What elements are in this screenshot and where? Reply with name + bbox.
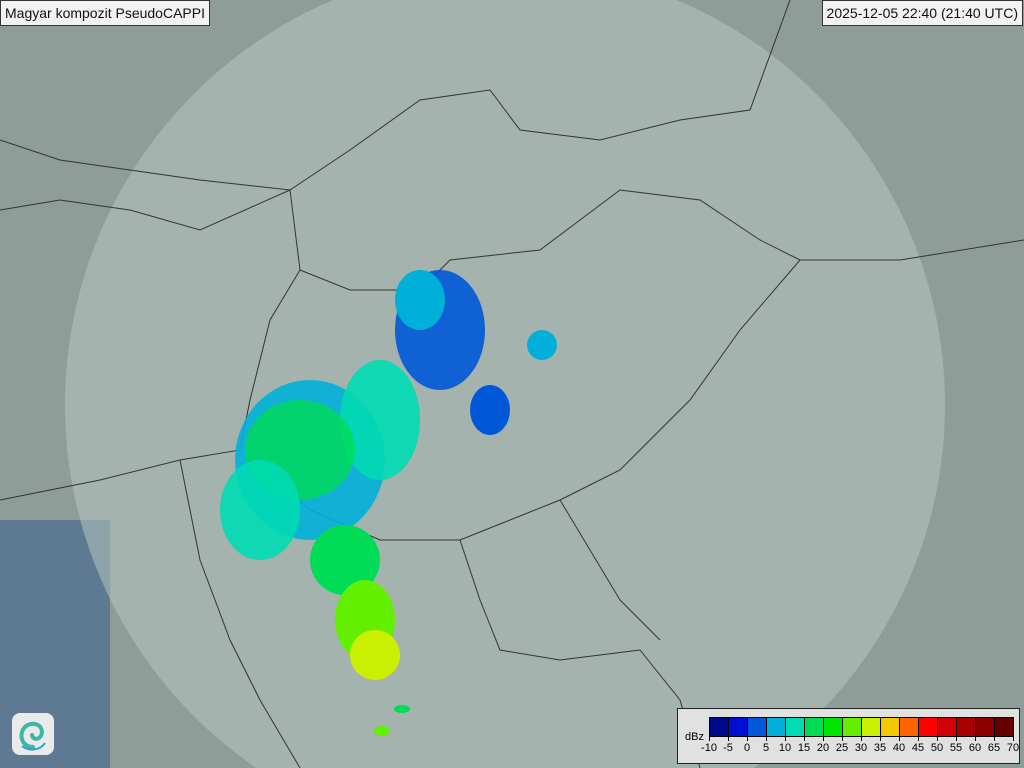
legend-tick-mark [975,735,976,741]
legend-swatch [938,718,957,736]
legend-tick-label: 20 [816,742,830,754]
legend-swatch [862,718,881,736]
legend-ticks: -10 -5 0 5 10 15 20 25 30 35 40 45 50 55 60 65 70 [701,735,1019,759]
legend-tick-label: 15 [797,742,811,754]
legend-tick-mark [747,735,748,741]
legend-tick-label: 0 [743,742,751,754]
legend-tick-mark [766,735,767,741]
timestamp: 2025-12-05 22:40 (21:40 UTC) [821,0,1023,26]
legend-tick-label: 55 [949,742,963,754]
legend-tick-mark [823,735,824,741]
legend-tick-mark [709,735,710,741]
legend-swatch [710,718,729,736]
legend-tick-mark [785,735,786,741]
swirl-logo-icon [12,713,54,755]
legend-swatch [786,718,805,736]
legend-swatch [881,718,900,736]
product-title: Magyar kompozit PseudoCAPPI [0,0,210,26]
legend-tick-label: 45 [911,742,925,754]
legend-tick-mark [918,735,919,741]
radar-coverage-area [64,0,946,768]
legend-tick-mark [728,735,729,741]
legend-swatch [729,718,748,736]
legend-tick-label: 70 [1006,742,1020,754]
legend-tick-label: 30 [854,742,868,754]
legend-tick-label: 10 [778,742,792,754]
legend-tick-label: 25 [835,742,849,754]
legend-colorbar [709,717,1014,737]
legend-swatch [957,718,976,736]
legend-swatch [748,718,767,736]
legend-tick-label: 50 [930,742,944,754]
legend-swatch [976,718,995,736]
legend-swatch [919,718,938,736]
legend-tick-mark [1013,735,1014,741]
legend-swatch [900,718,919,736]
legend-tick-mark [804,735,805,741]
legend-tick-label: -5 [723,742,733,754]
legend-tick-mark [994,735,995,741]
legend-tick-mark [956,735,957,741]
legend-tick-label: 5 [762,742,770,754]
legend-tick-mark [937,735,938,741]
legend-swatch [824,718,843,736]
legend-tick-label: 40 [892,742,906,754]
legend-tick-mark [899,735,900,741]
legend-tick-label: 65 [987,742,1001,754]
legend-swatch [995,718,1013,736]
legend-unit: dBz [685,731,704,743]
legend-tick-label: -10 [701,742,717,754]
legend-swatch [767,718,786,736]
legend-tick-mark [880,735,881,741]
legend-swatch [843,718,862,736]
legend-tick-label: 35 [873,742,887,754]
legend-tick-label: 60 [968,742,982,754]
dbz-color-legend: dBz -10 -5 0 5 10 15 20 25 30 35 40 45 50 55 60 65 70 [677,708,1020,764]
legend-tick-mark [842,735,843,741]
legend-swatch [805,718,824,736]
legend-tick-mark [861,735,862,741]
radar-echoes [220,270,557,736]
